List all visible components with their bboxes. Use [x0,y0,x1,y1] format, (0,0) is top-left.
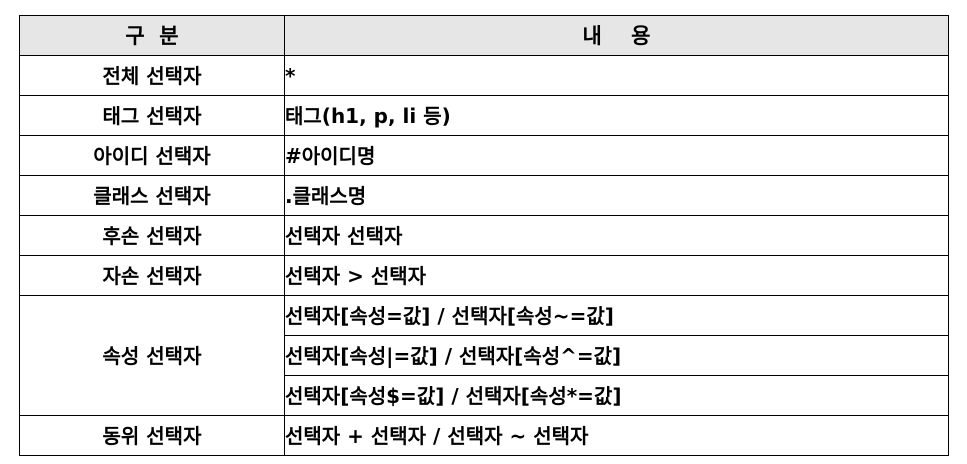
row-content: .클래스명 [284,175,949,216]
row-content: 선택자[속성|=값] / 선택자[속성^=값] [284,335,949,376]
header-row: 구 분 내 용 [19,15,949,56]
row-category: 동위 선택자 [19,415,285,456]
table-row: 자손 선택자 선택자 > 선택자 [19,255,949,296]
row-content: 선택자 > 선택자 [284,255,949,296]
row-category: 자손 선택자 [19,255,285,296]
table-row: 아이디 선택자 #아이디명 [19,135,949,176]
row-category: 아이디 선택자 [19,135,285,176]
table-row: 클래스 선택자 .클래스명 [19,175,949,216]
row-content: 선택자[속성=값] / 선택자[속성~=값] [284,295,949,336]
row-category: 태그 선택자 [19,95,285,136]
row-content: * [284,55,949,96]
row-category: 전체 선택자 [19,55,285,96]
table-row: 선택자[속성$=값] / 선택자[속성*=값] [20,375,949,416]
row-content: 선택자[속성$=값] / 선택자[속성*=값] [284,375,949,416]
header-category: 구 분 [19,15,285,56]
table-row: 전체 선택자 * [19,55,949,96]
header-content: 내 용 [284,15,949,56]
row-content: 선택자 선택자 [284,215,949,256]
row-content: 태그(h1, p, li 등) [284,95,949,136]
row-category: 속성 선택자 [19,295,285,416]
row-content: #아이디명 [284,135,949,176]
table-row: 태그 선택자 태그(h1, p, li 등) [19,95,949,136]
table-row: 후손 선택자 선택자 선택자 [19,215,949,256]
row-content: 선택자 + 선택자 / 선택자 ~ 선택자 [284,415,949,456]
row-category: 클래스 선택자 [19,175,285,216]
table-row: 속성 선택자 선택자[속성=값] / 선택자[속성~=값] [19,295,949,416]
table-row: 선택자[속성|=값] / 선택자[속성^=값] [20,335,949,376]
row-category: 후손 선택자 [19,215,285,256]
table-row: 동위 선택자 선택자 + 선택자 / 선택자 ~ 선택자 [19,415,949,456]
selector-table: 구 분 내 용 전체 선택자 * 태그 선택자 태그(h1, p, li 등) … [19,15,949,456]
